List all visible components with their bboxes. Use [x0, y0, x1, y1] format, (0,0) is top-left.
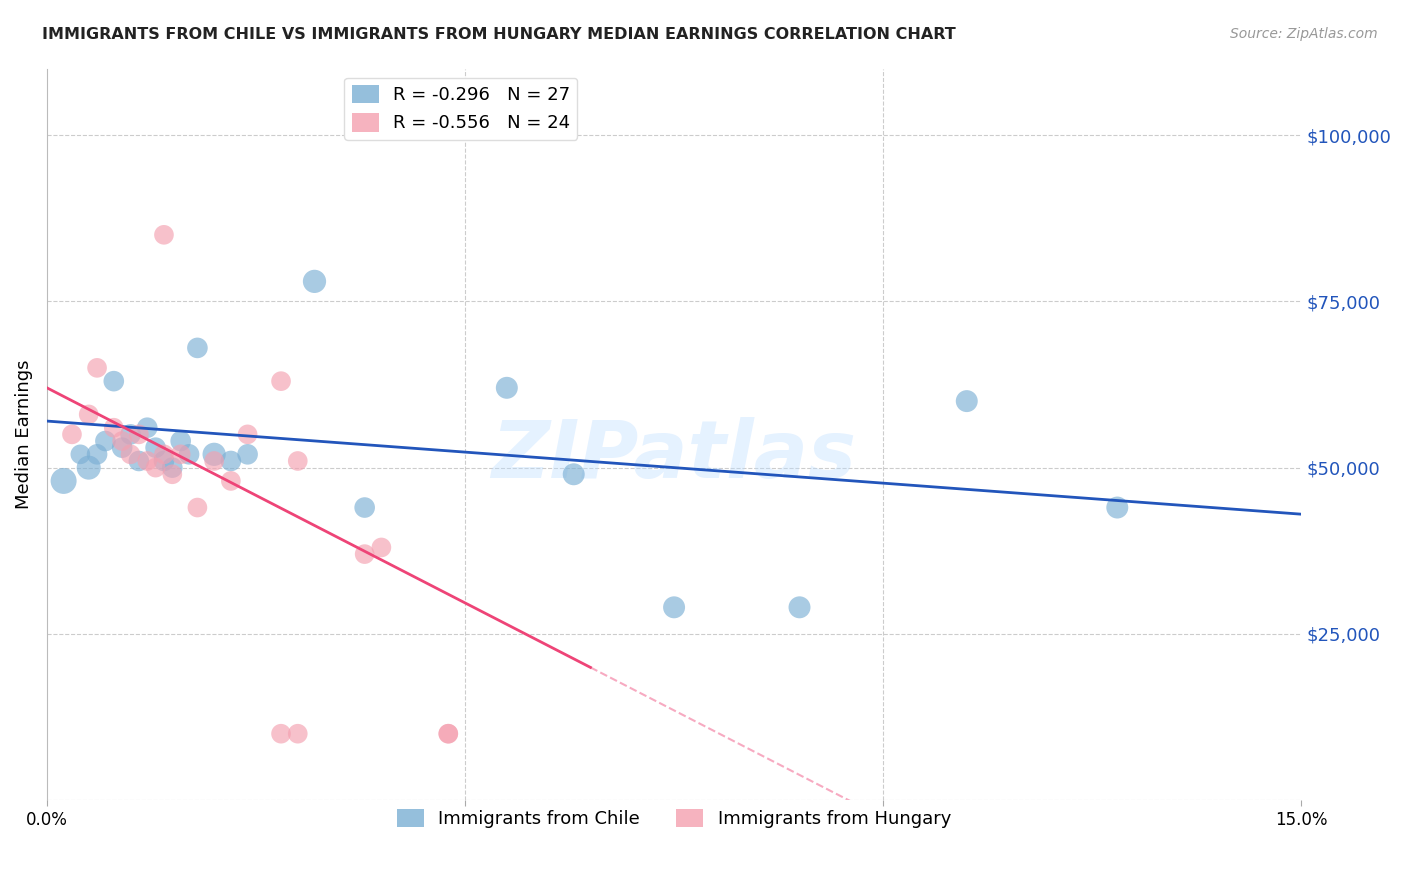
Y-axis label: Median Earnings: Median Earnings — [15, 359, 32, 509]
Point — [170, 434, 193, 448]
Point — [495, 381, 517, 395]
Text: Source: ZipAtlas.com: Source: ZipAtlas.com — [1230, 27, 1378, 41]
Point — [136, 421, 159, 435]
Point — [162, 467, 184, 482]
Point — [145, 460, 167, 475]
Point — [128, 427, 150, 442]
Point — [437, 727, 460, 741]
Point — [170, 447, 193, 461]
Point — [437, 727, 460, 741]
Point — [353, 547, 375, 561]
Point — [789, 600, 811, 615]
Point — [111, 434, 134, 448]
Point — [236, 427, 259, 442]
Text: ZIPatlas: ZIPatlas — [492, 417, 856, 495]
Point — [270, 374, 292, 388]
Text: IMMIGRANTS FROM CHILE VS IMMIGRANTS FROM HUNGARY MEDIAN EARNINGS CORRELATION CHA: IMMIGRANTS FROM CHILE VS IMMIGRANTS FROM… — [42, 27, 956, 42]
Point — [52, 474, 75, 488]
Point — [956, 394, 979, 409]
Point — [219, 474, 242, 488]
Point — [287, 727, 309, 741]
Point — [60, 427, 83, 442]
Point — [370, 541, 392, 555]
Point — [219, 454, 242, 468]
Point — [111, 441, 134, 455]
Point — [120, 447, 142, 461]
Point — [662, 600, 685, 615]
Point — [145, 441, 167, 455]
Point — [77, 408, 100, 422]
Point — [287, 454, 309, 468]
Point — [304, 274, 326, 288]
Point — [186, 341, 208, 355]
Point — [86, 447, 108, 461]
Point — [86, 360, 108, 375]
Point — [177, 447, 200, 461]
Point — [153, 454, 176, 468]
Point — [270, 727, 292, 741]
Legend: Immigrants from Chile, Immigrants from Hungary: Immigrants from Chile, Immigrants from H… — [389, 801, 959, 835]
Point — [1107, 500, 1129, 515]
Point — [202, 447, 225, 461]
Point — [153, 447, 176, 461]
Point — [186, 500, 208, 515]
Point — [202, 454, 225, 468]
Point — [153, 227, 176, 242]
Point — [77, 460, 100, 475]
Point — [103, 374, 125, 388]
Point — [103, 421, 125, 435]
Point — [562, 467, 585, 482]
Point — [69, 447, 91, 461]
Point — [162, 460, 184, 475]
Point — [94, 434, 117, 448]
Point — [136, 454, 159, 468]
Point — [236, 447, 259, 461]
Point — [353, 500, 375, 515]
Point — [120, 427, 142, 442]
Point — [128, 454, 150, 468]
